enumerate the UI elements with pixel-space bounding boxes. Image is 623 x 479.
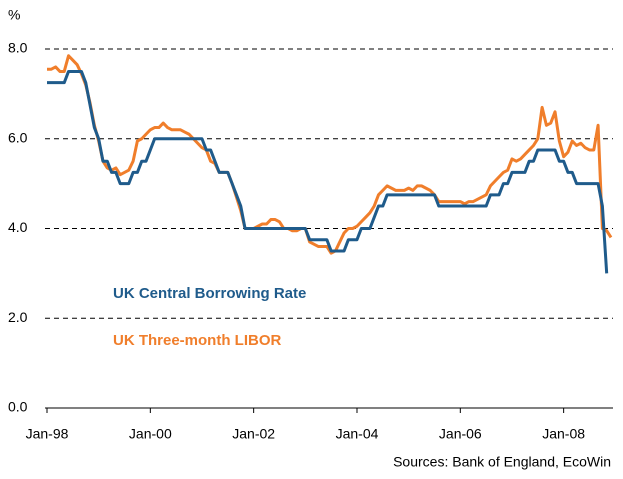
series-label: UK Three-month LIBOR (113, 332, 281, 349)
y-tick-label: 4.0 (8, 219, 28, 235)
y-tick-label: 0.0 (8, 399, 28, 415)
source-note: Sources: Bank of England, EcoWin (393, 454, 611, 470)
x-tick-label: Jan-98 (26, 426, 69, 442)
series-label: UK Central Borrowing Rate (113, 285, 306, 302)
x-tick-label: Jan-00 (129, 426, 172, 442)
x-tick-label: Jan-06 (439, 426, 482, 442)
x-tick-label: Jan-02 (232, 426, 275, 442)
x-tick-label: Jan-04 (336, 426, 379, 442)
y-tick-label: 6.0 (8, 129, 28, 145)
y-unit-label: % (8, 7, 20, 23)
y-tick-label: 2.0 (8, 309, 28, 325)
x-tick-label: Jan-08 (542, 426, 585, 442)
y-tick-label: 8.0 (8, 40, 28, 56)
series-line (47, 54, 613, 255)
series-line (47, 69, 609, 274)
